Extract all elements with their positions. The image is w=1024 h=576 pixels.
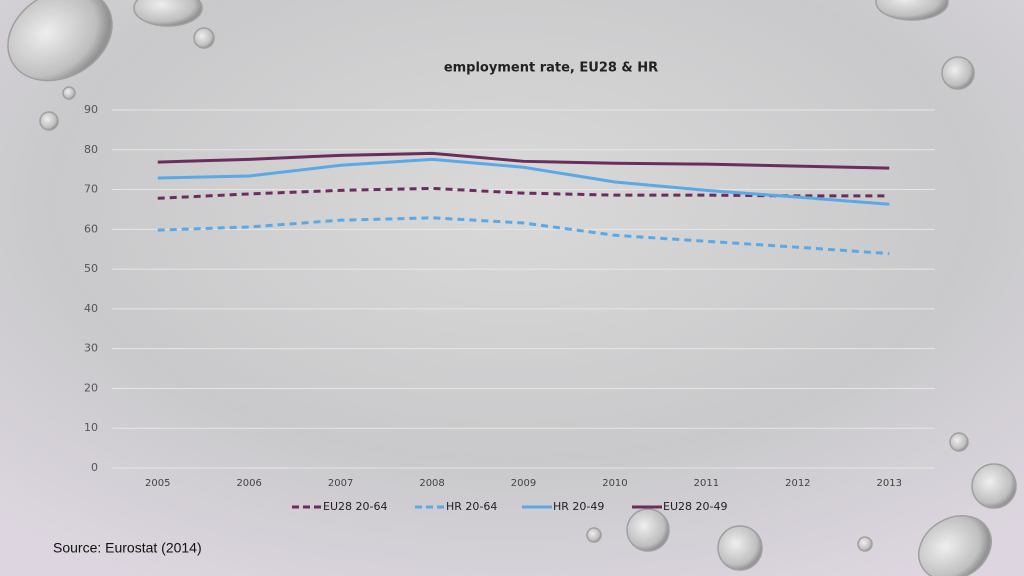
- y-tick-label: 50: [84, 262, 98, 275]
- chart-title: employment rate, EU28 & HR: [444, 61, 658, 76]
- legend-label: HR 20-64: [446, 500, 497, 513]
- series-line: [157, 186, 890, 200]
- y-tick-label: 30: [84, 342, 98, 355]
- legend-label: HR 20-49: [553, 500, 604, 513]
- y-tick-label: 20: [84, 381, 98, 394]
- x-tick-label: 2013: [877, 478, 902, 489]
- x-tick-label: 2009: [511, 478, 536, 489]
- series-line: [157, 157, 890, 206]
- y-tick-label: 10: [84, 421, 98, 434]
- y-tick-label: 40: [84, 302, 98, 315]
- series-line: [157, 151, 890, 170]
- y-tick-label: 60: [84, 222, 98, 235]
- y-tick-label: 0: [91, 461, 98, 474]
- x-tick-label: 2012: [785, 478, 810, 489]
- plot-area: 0 10 20 30 40 50 60 70 80 90 2005 2006 2007 2008 2009 2…: [84, 103, 935, 513]
- legend-label: EU28 20-64: [323, 500, 387, 513]
- x-tick-label: 2008: [419, 478, 444, 489]
- y-tick-label: 70: [84, 183, 98, 196]
- x-tick-label: 2005: [145, 478, 170, 489]
- x-tick-label: 2010: [602, 478, 627, 489]
- y-tick-label: 80: [84, 143, 98, 156]
- x-tick-label: 2011: [694, 478, 719, 489]
- series-line: [157, 216, 890, 256]
- y-tick-label: 90: [84, 103, 98, 116]
- x-tick-label: 2007: [328, 478, 353, 489]
- legend-label: EU28 20-49: [663, 500, 727, 513]
- x-tick-label: 2006: [236, 478, 261, 489]
- source-note: Source: Eurostat (2014): [53, 540, 202, 556]
